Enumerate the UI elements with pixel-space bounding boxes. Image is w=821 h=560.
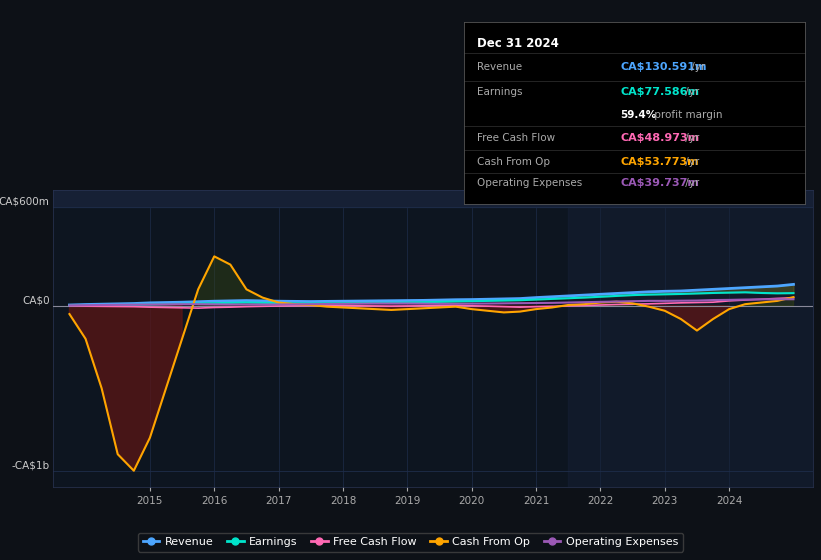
Text: /yr: /yr: [682, 133, 699, 143]
Text: Cash From Op: Cash From Op: [478, 157, 551, 167]
Text: /yr: /yr: [682, 87, 699, 97]
Text: 59.4%: 59.4%: [621, 110, 657, 120]
Text: Dec 31 2024: Dec 31 2024: [478, 37, 559, 50]
Text: Earnings: Earnings: [478, 87, 523, 97]
Text: CA$0: CA$0: [22, 296, 49, 306]
Text: CA$53.773m: CA$53.773m: [621, 157, 699, 167]
Text: profit margin: profit margin: [651, 110, 722, 120]
Text: Operating Expenses: Operating Expenses: [478, 179, 583, 189]
Text: Free Cash Flow: Free Cash Flow: [478, 133, 556, 143]
Text: CA$77.586m: CA$77.586m: [621, 87, 699, 97]
Text: -CA$1b: -CA$1b: [11, 461, 49, 471]
Text: Revenue: Revenue: [478, 62, 523, 72]
Bar: [53, 190, 813, 207]
Legend: Revenue, Earnings, Free Cash Flow, Cash From Op, Operating Expenses: Revenue, Earnings, Free Cash Flow, Cash …: [138, 533, 683, 552]
Text: /yr: /yr: [688, 62, 705, 72]
Text: CA$39.737m: CA$39.737m: [621, 179, 699, 189]
Text: CA$130.591m: CA$130.591m: [621, 62, 707, 72]
Text: CA$600m: CA$600m: [0, 197, 49, 207]
Text: /yr: /yr: [682, 157, 699, 167]
Text: CA$48.973m: CA$48.973m: [621, 133, 699, 143]
Bar: [568, 190, 813, 487]
Text: /yr: /yr: [682, 179, 699, 189]
